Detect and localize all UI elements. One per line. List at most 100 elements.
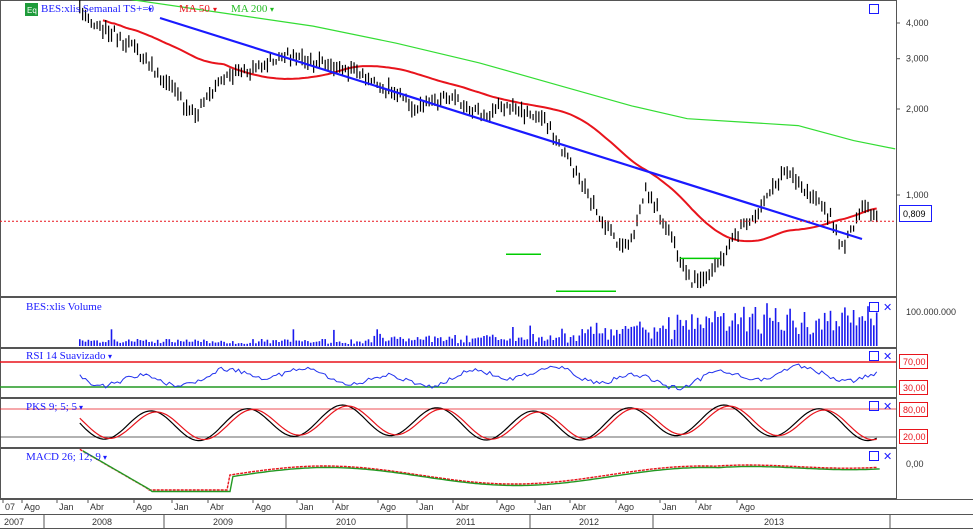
rsi-dropdown-icon[interactable]: ▾ bbox=[108, 352, 112, 361]
rsi-plot bbox=[0, 361, 896, 391]
maximize-macd-panel-icon[interactable] bbox=[869, 451, 879, 461]
volume-bar bbox=[333, 329, 335, 346]
price-tick-label: 4,000 bbox=[906, 18, 929, 28]
volume-bar bbox=[425, 336, 427, 346]
volume-bar bbox=[402, 338, 404, 346]
volume-bar bbox=[465, 335, 468, 346]
volume-bar bbox=[359, 341, 361, 346]
volume-bar bbox=[581, 329, 583, 346]
volume-bar bbox=[104, 342, 107, 346]
volume-bar bbox=[705, 316, 708, 346]
volume-bar bbox=[382, 337, 384, 346]
volume-bar bbox=[809, 334, 812, 346]
maximize-pks-panel-icon[interactable] bbox=[869, 401, 879, 411]
volume-bar bbox=[659, 328, 661, 346]
close-rsi-panel-icon[interactable]: ✕ bbox=[883, 351, 892, 363]
volume-bar bbox=[797, 334, 800, 346]
volume-bar bbox=[327, 343, 329, 346]
volume-bar bbox=[107, 340, 110, 346]
volume-bar bbox=[500, 339, 503, 346]
volume-bar bbox=[555, 337, 557, 346]
volume-bar bbox=[621, 329, 624, 346]
volume-bar bbox=[653, 327, 656, 346]
volume-bar bbox=[304, 340, 306, 346]
volume-bar bbox=[223, 341, 225, 346]
volume-bar bbox=[338, 341, 341, 346]
volume-bar bbox=[286, 339, 289, 346]
month-label: Abr bbox=[210, 502, 224, 512]
volume-bar bbox=[483, 336, 485, 346]
volume-bar bbox=[133, 341, 136, 346]
volume-bar bbox=[180, 341, 182, 346]
volume-bar bbox=[390, 337, 393, 346]
volume-bar bbox=[644, 329, 647, 346]
volume-bar bbox=[278, 342, 280, 346]
price-tick-label: 2,000 bbox=[906, 104, 929, 114]
volume-bar bbox=[618, 333, 621, 346]
close-macd-panel-icon[interactable]: ✕ bbox=[883, 451, 892, 463]
price-title: BES:xlis Semanal TS+=0 bbox=[41, 3, 155, 15]
volume-bar bbox=[116, 341, 119, 346]
volume-bar bbox=[139, 340, 142, 346]
volume-bar bbox=[324, 339, 326, 346]
macd-title: MACD 26; 12; 9 bbox=[26, 451, 101, 463]
month-label: Abr bbox=[698, 502, 712, 512]
volume-bar bbox=[656, 331, 659, 346]
volume-bar bbox=[174, 342, 176, 346]
volume-bar bbox=[849, 322, 852, 346]
volume-bar bbox=[691, 314, 693, 346]
close-pks-panel-icon[interactable]: ✕ bbox=[883, 401, 892, 413]
month-label: 07 bbox=[5, 502, 15, 512]
volume-bar bbox=[538, 337, 540, 346]
volume-bar bbox=[208, 343, 211, 346]
volume-bar bbox=[627, 328, 630, 346]
volume-bar bbox=[685, 320, 687, 346]
macd-zero-label: 0,00 bbox=[906, 459, 924, 469]
volume-bar bbox=[335, 342, 338, 346]
volume-bar bbox=[185, 339, 188, 346]
volume-bar bbox=[774, 308, 777, 346]
pks-dropdown-icon[interactable]: ▾ bbox=[79, 403, 83, 412]
close-volume-panel-icon[interactable]: ✕ bbox=[883, 302, 892, 314]
volume-bar bbox=[777, 322, 780, 346]
volume-bar bbox=[679, 319, 682, 346]
volume-bar bbox=[356, 341, 358, 346]
volume-bar bbox=[575, 341, 578, 346]
maximize-rsi-panel-icon[interactable] bbox=[869, 351, 879, 361]
volume-bar bbox=[252, 339, 254, 346]
volume-bar bbox=[260, 339, 263, 346]
volume-bar bbox=[772, 320, 774, 346]
volume-bar bbox=[145, 339, 147, 346]
pks-plot bbox=[0, 404, 896, 442]
volume-bar bbox=[454, 335, 456, 346]
volume-bar bbox=[823, 312, 826, 346]
volume-bar bbox=[347, 344, 350, 346]
volume-bar bbox=[598, 333, 601, 346]
volume-bar bbox=[156, 339, 159, 346]
macd-dropdown-icon[interactable]: ▾ bbox=[103, 453, 107, 462]
volume-bar bbox=[503, 339, 505, 346]
volume-bar bbox=[272, 340, 274, 346]
maximize-volume-panel-icon[interactable] bbox=[869, 302, 879, 312]
volume-bar bbox=[237, 343, 240, 346]
volume-bar bbox=[780, 329, 783, 346]
volume-bar bbox=[399, 337, 402, 346]
volume-bar bbox=[722, 313, 725, 346]
volume-bar bbox=[526, 339, 529, 346]
volume-bar bbox=[748, 317, 751, 346]
ma200-dropdown-icon[interactable]: ▾ bbox=[270, 5, 274, 14]
volume-bar bbox=[387, 340, 390, 346]
volume-bar bbox=[870, 318, 872, 346]
volume-bar bbox=[746, 331, 748, 346]
eq-badge[interactable]: Eq bbox=[25, 3, 38, 16]
volume-bar bbox=[232, 341, 234, 346]
month-label: Ago bbox=[255, 502, 271, 512]
title-dropdown-icon[interactable]: ▾ bbox=[148, 5, 152, 14]
volume-bar bbox=[350, 339, 352, 346]
volume-bar bbox=[523, 339, 526, 346]
ma50-dropdown-icon[interactable]: ▾ bbox=[213, 5, 217, 14]
price-plot bbox=[0, 0, 896, 293]
volume-bar bbox=[512, 327, 514, 346]
maximize-price-panel-icon[interactable] bbox=[869, 4, 879, 14]
